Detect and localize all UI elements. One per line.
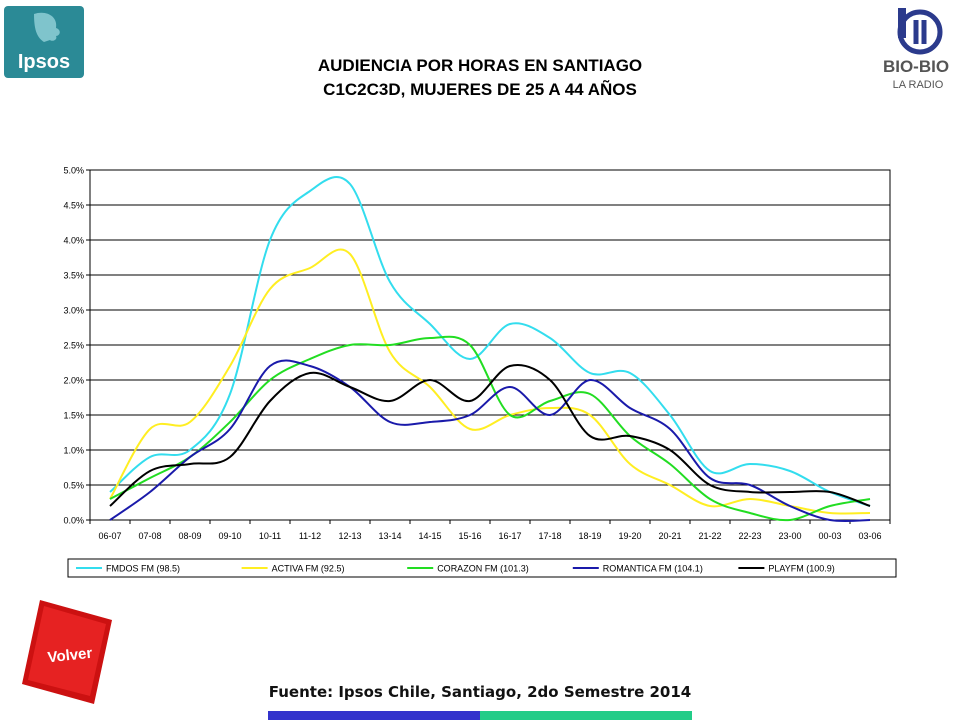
ipsos-logo: Ipsos [4,6,84,78]
x-tick-label: 06-07 [98,531,121,541]
series-line-1 [109,176,871,507]
x-tick-label: 12-13 [338,531,361,541]
x-tick-label: 19-20 [618,531,641,541]
series-line-3 [109,335,871,522]
x-tick-label: 10-11 [259,531,281,541]
x-tick-label: 20-21 [658,531,681,541]
y-tick-label: 5.0% [63,166,84,176]
footer-bar-blue [268,711,480,720]
source-note: Fuente: Ipsos Chile, Santiago, 2do Semes… [268,683,692,701]
x-tick-label: 03-06 [858,531,881,541]
line-chart: 0.0% 0.5% 1.0% 1.5% 2.0% 2.5% 3.0% 3.5% 4.0% 4.5%… [63,166,897,578]
x-tick-label: 11-12 [299,531,321,541]
x-tick-label: 09-10 [218,531,241,541]
legend-label: ACTIVA FM (92.5) [272,564,345,574]
series-line-2 [109,248,871,515]
y-tick-label: 3.5% [63,271,84,281]
x-tick-label: 18-19 [578,531,601,541]
x-tick-label: 14-15 [418,531,441,541]
legend-label: PLAYFM (100.9) [768,564,834,574]
series-line-4 [109,359,871,523]
x-tick-label: 15-16 [458,531,481,541]
volver-button[interactable]: Volver [22,600,122,704]
chart-title-line1: AUDIENCIA POR HORAS EN SANTIAGO [317,56,643,75]
y-tick-label: 4.5% [63,201,84,211]
x-tick-label: 08-09 [178,531,201,541]
ipsos-logo-text: Ipsos [18,51,70,73]
x-tick-label: 17-18 [538,531,561,541]
x-tick-label: 13-14 [378,531,401,541]
biobio-logo-subtext: LA RADIO [893,79,944,91]
y-tick-label: 0.0% [63,516,84,526]
series-line-5 [109,364,871,507]
legend-label: CORAZON FM (101.3) [437,564,529,574]
biobio-logo: BIO-BIO LA RADIO [883,8,949,91]
footer-bar-green [480,711,692,720]
y-tick-label: 3.0% [63,306,84,316]
x-tick-label: 07-08 [138,531,161,541]
y-tick-label: 1.5% [63,411,84,421]
x-tick-label: 21-22 [698,531,721,541]
y-tick-label: 2.0% [63,376,84,386]
y-tick-label: 1.0% [63,446,84,456]
y-tick-label: 0.5% [63,481,84,491]
legend-label: ROMANTICA FM (104.1) [603,564,703,574]
x-tick-label: 23-00 [778,531,801,541]
chart-title-line2: C1C2C3D, MUJERES DE 25 A 44 AÑOS [323,80,637,99]
x-tick-label: 16-17 [498,531,521,541]
biobio-logo-text: BIO-BIO [883,57,949,76]
legend-box [67,558,897,578]
y-tick-label: 2.5% [63,341,84,351]
y-tick-label: 4.0% [63,236,84,246]
volver-label: Volver [47,645,93,667]
x-tick-label: 00-03 [818,531,841,541]
x-tick-label: 22-23 [738,531,761,541]
legend-label: FMDOS FM (98.5) [106,564,180,574]
